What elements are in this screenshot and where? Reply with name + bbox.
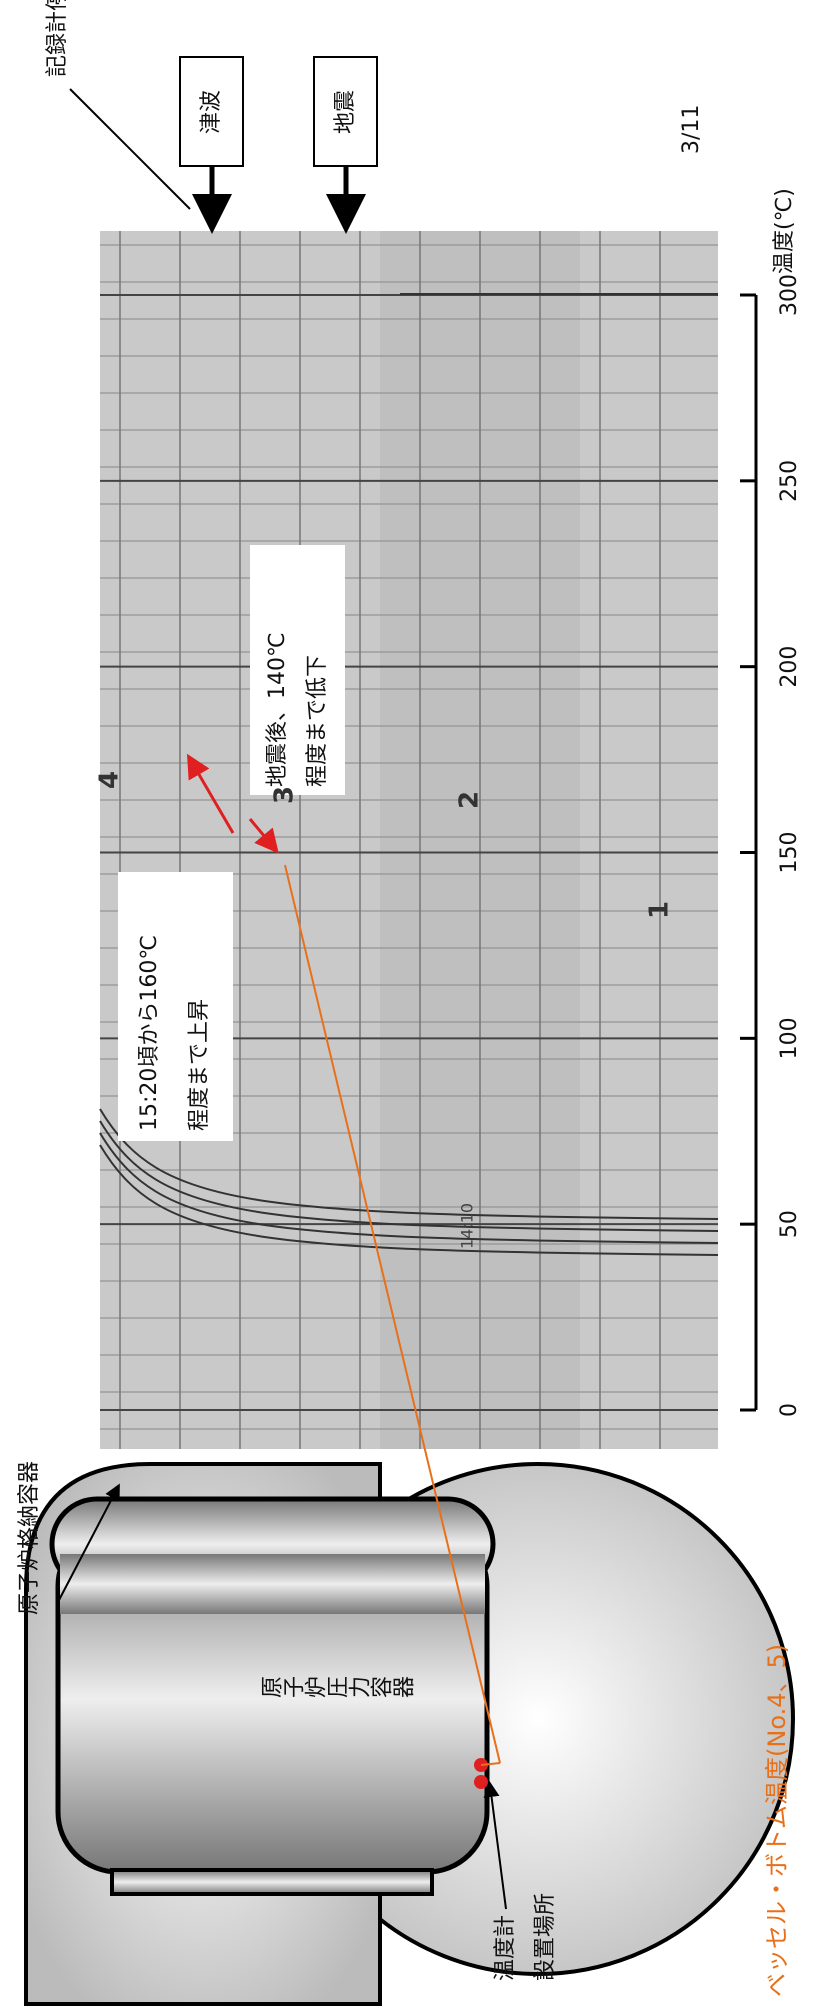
note-box (250, 545, 345, 795)
arrow (248, 818, 279, 854)
vessel-label: 原子炉圧力容器 (260, 1676, 414, 1702)
trace (99, 1132, 719, 1244)
trace (99, 1120, 719, 1232)
tsunami: 津波 (199, 90, 224, 134)
note: 程度まで上昇 (187, 999, 212, 1131)
recorder-stop: 記録計停止 (45, 0, 70, 77)
tick-label: 250 (777, 460, 802, 502)
axis-label: 温度(℃) (772, 188, 797, 274)
tick-label: 100 (777, 1017, 802, 1059)
date: 3/11 (679, 105, 704, 154)
chart-mark: 1 (645, 901, 675, 919)
chart-mark: 3 (270, 786, 300, 804)
arrow (186, 753, 235, 834)
note: 15:20頃から160℃ (137, 935, 162, 1131)
note: 地震後、140℃ (265, 632, 290, 787)
trace (99, 1144, 719, 1256)
sensor-location: 設置場所 (533, 1893, 558, 1981)
content: 原子炉圧力容器 温度計 設置場所 原子炉格納容器 ベッセル・ボトム温度(No.4… (17, 0, 802, 2006)
earthquake: 地震 (333, 90, 358, 134)
chart-photo (99, 231, 719, 1449)
chart-mark: 2 (455, 791, 485, 809)
trace (99, 1108, 719, 1220)
chart-time: 14:10 (458, 1203, 477, 1249)
tick-label: 300 (777, 274, 802, 316)
leader (284, 864, 501, 1764)
tick-label: 0 (777, 1403, 802, 1417)
leader (480, 1762, 501, 1766)
containment-label: 原子炉格納容器 (17, 1461, 42, 1615)
note: 程度まで低下 (305, 655, 330, 787)
tick-label: 200 (777, 646, 802, 688)
tick-label: 50 (777, 1210, 802, 1238)
sensor-name: ベッセル・ボトム温度(No.4、5) (763, 1644, 791, 1997)
containment-drawing (24, 1462, 795, 2006)
tick-label: 150 (777, 832, 802, 874)
leader (69, 88, 191, 210)
sensor-location: 温度計 (493, 1915, 518, 1981)
note-box (118, 872, 233, 1141)
chart-mark: 4 (95, 771, 125, 789)
